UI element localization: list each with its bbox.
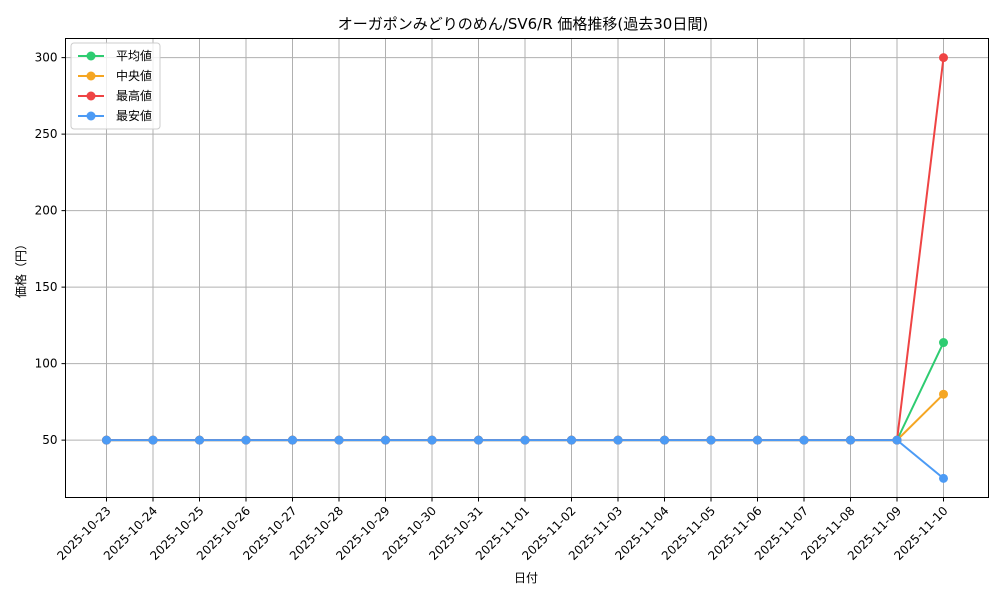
y-tick-label: 250: [35, 127, 58, 141]
data-point: [753, 435, 762, 445]
data-point: [939, 53, 948, 63]
data-point: [334, 435, 344, 445]
data-point: [613, 435, 623, 445]
y-tick-label: 50: [42, 433, 57, 447]
data-point: [520, 435, 530, 445]
grid-layer: [65, 38, 989, 498]
y-tick-label: 100: [35, 357, 58, 371]
data-point: [939, 473, 948, 483]
legend-label: 平均値: [116, 48, 152, 63]
data-point: [474, 435, 483, 445]
legend-label: 中央値: [116, 68, 152, 83]
data-point: [846, 435, 855, 445]
data-point: [892, 435, 902, 445]
data-point: [195, 435, 204, 445]
data-point: [427, 435, 437, 445]
legend-marker: [86, 91, 96, 101]
series-layer: [102, 53, 948, 483]
data-point: [381, 435, 390, 445]
data-point: [939, 338, 948, 348]
data-point: [799, 435, 809, 445]
legend-marker: [86, 51, 96, 61]
y-tick-label: 300: [35, 51, 58, 65]
legend-box: [70, 42, 161, 130]
series: [102, 435, 948, 483]
y-tick-label: 200: [35, 204, 58, 218]
legend-label: 最安値: [116, 108, 152, 123]
data-point: [102, 435, 111, 445]
legend-marker: [86, 111, 96, 121]
y-tick-layer: 50 100 150 200 250 300: [35, 51, 66, 447]
x-tick-layer: 2025-10-232025-10-242025-10-252025-10-26…: [54, 497, 951, 563]
chart-title: オーガポンみどりのめん/SV6/R 価格推移(過去30日間): [338, 15, 708, 33]
x-axis-title: 日付: [514, 571, 538, 585]
legend-marker: [86, 71, 96, 81]
data-point: [660, 435, 669, 445]
data-point: [567, 435, 576, 445]
data-point: [241, 435, 251, 445]
data-point: [706, 435, 716, 445]
data-point: [939, 389, 948, 399]
data-point: [148, 435, 158, 445]
y-axis-title: 価格（円）: [13, 238, 28, 298]
y-tick-label: 150: [35, 280, 58, 294]
data-point: [288, 435, 297, 445]
plot-frame: [65, 38, 989, 498]
legend-label: 最高値: [116, 88, 152, 103]
